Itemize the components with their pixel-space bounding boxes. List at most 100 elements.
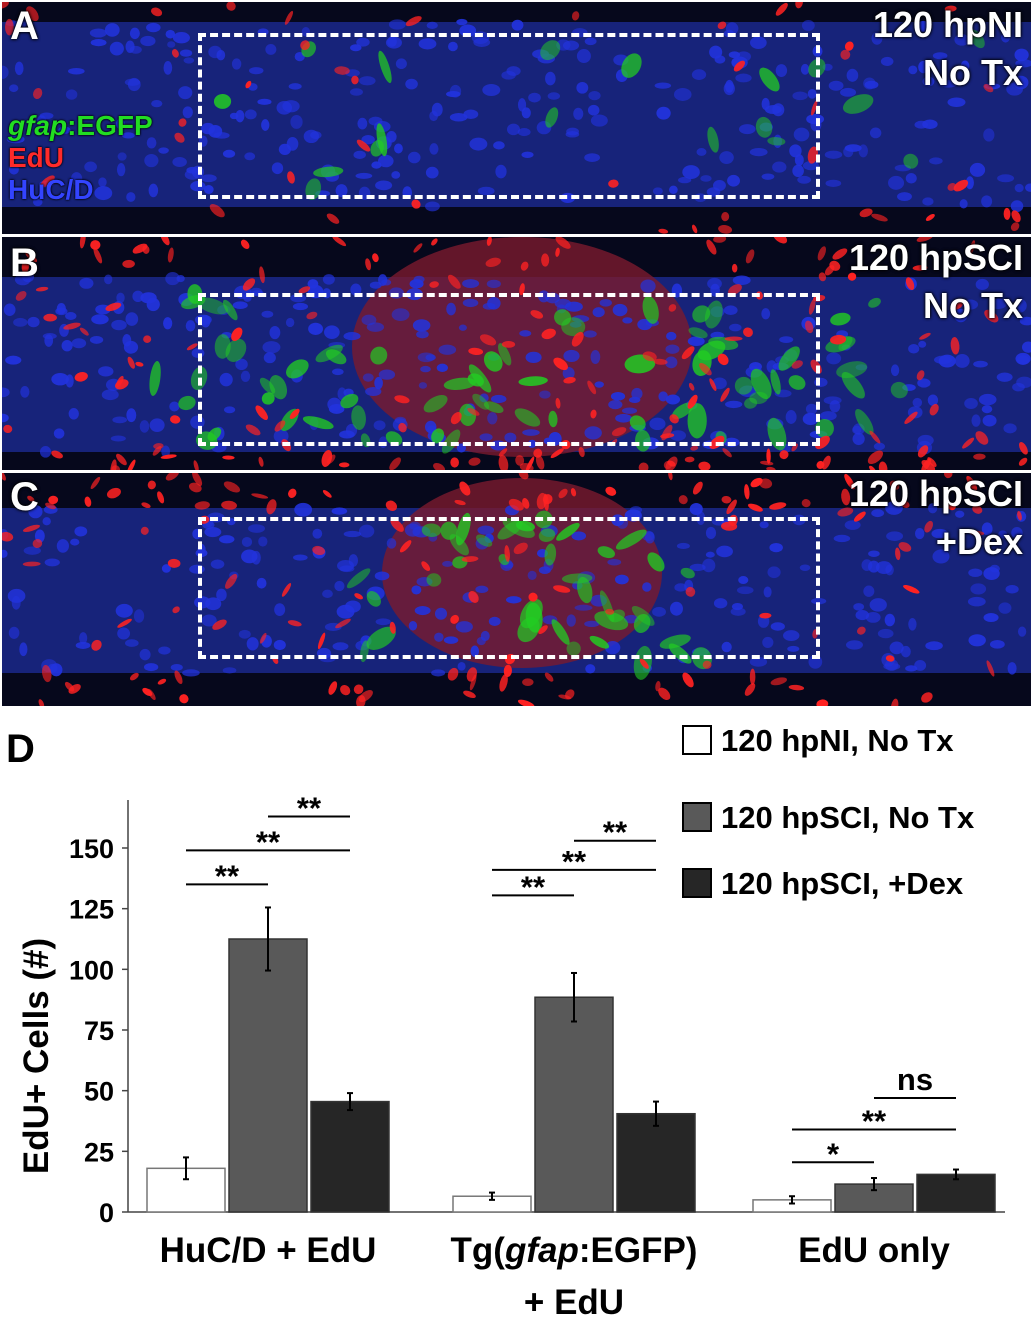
edu-nucleus [538,625,548,635]
hucd-nucleus [143,663,159,672]
roi-box-c [198,517,820,659]
edu-nucleus [287,171,295,184]
edu-nucleus [33,87,43,100]
hucd-nucleus [216,49,226,61]
edu-nucleus [717,21,727,30]
edu-nucleus [340,685,351,696]
gfap-cell [346,568,371,589]
hucd-nucleus [676,542,690,550]
hucd-nucleus [375,180,393,191]
hucd-nucleus [91,314,109,325]
hucd-nucleus [8,163,19,175]
hucd-nucleus [802,161,819,171]
hucd-nucleus [335,184,348,198]
edu-nucleus [900,500,910,508]
gfap-gene-name: gfap [8,110,68,141]
hucd-nucleus [938,354,956,368]
hucd-nucleus [775,64,788,77]
gfap-cell [707,126,719,153]
hucd-nucleus [955,510,965,518]
hucd-nucleus [574,604,593,611]
hucd-nucleus [505,596,522,604]
gfap-cell [767,137,786,146]
edu-nucleus [857,626,866,635]
hucd-nucleus [673,87,692,101]
hucd-nucleus [39,112,54,120]
edu-nucleus [1011,210,1021,223]
hucd-nucleus [126,408,137,423]
hucd-nucleus [241,536,253,548]
edu-nucleus [720,521,738,531]
hucd-nucleus [700,175,712,182]
hucd-nucleus [477,186,495,196]
hucd-nucleus [278,143,291,156]
hucd-nucleus [79,632,88,645]
hucd-nucleus [386,131,397,143]
edu-nucleus [353,684,364,695]
edu-nucleus [519,463,534,470]
hucd-nucleus [764,105,782,115]
hucd-nucleus [749,147,768,157]
hucd-nucleus [576,81,589,94]
hucd-nucleus [51,373,69,386]
hucd-nucleus [68,408,79,420]
hucd-nucleus [261,119,270,131]
gfap-cell [426,573,442,587]
hucd-nucleus [932,52,948,60]
edu-nucleus [186,343,198,351]
edu-nucleus [770,677,788,686]
edu-nucleus [421,561,431,571]
edu-nucleus [744,484,750,500]
hucd-nucleus [766,360,777,374]
edu-nucleus [106,487,121,499]
edu-nucleus [608,179,619,188]
hucd-nucleus [412,319,431,332]
hucd-nucleus [723,82,735,96]
legend-label: 120 hpSCI, +Dex [721,866,964,901]
gfap-cell [697,340,726,361]
hucd-nucleus [873,442,886,451]
edu-nucleus [816,460,825,469]
edu-nucleus [365,258,372,271]
hucd-nucleus [172,32,190,44]
category-label-part: Tg( [451,1231,506,1270]
edu-nucleus [157,491,165,504]
hucd-nucleus [183,57,195,64]
edu-nucleus [411,199,421,209]
hucd-nucleus [3,303,16,316]
hucd-nucleus [545,71,556,86]
hucd-nucleus [863,585,875,597]
edu-nucleus [733,60,746,72]
hucd-nucleus [5,355,22,365]
significance-label: ** [521,869,546,904]
edu-nucleus [41,664,52,683]
hucd-nucleus [362,373,374,382]
hucd-nucleus [158,147,169,154]
gfap-cell [687,403,707,439]
hucd-nucleus [378,369,396,380]
panel-label-d: D [6,727,35,771]
edu-nucleus [2,2,9,9]
hucd-nucleus [413,275,425,284]
hucd-nucleus [8,626,20,639]
hucd-nucleus [375,618,391,626]
y-tick-label: 75 [84,1016,114,1046]
edu-nucleus [950,337,960,355]
hucd-nucleus [61,339,73,352]
edu-nucleus [486,237,492,246]
hucd-nucleus [19,642,28,657]
hucd-nucleus [158,646,171,655]
hucd-nucleus [65,374,74,388]
edu-nucleus [558,488,568,499]
edu-nucleus [132,243,148,254]
hucd-nucleus [457,661,466,671]
hucd-nucleus [345,423,358,437]
hucd-nucleus [614,574,629,585]
hucd-nucleus [702,558,716,573]
edu-nucleus [468,591,479,603]
hucd-nucleus [1016,376,1031,388]
hucd-nucleus [420,365,431,373]
edu-nucleus [927,457,937,467]
edu-nucleus [541,253,550,267]
